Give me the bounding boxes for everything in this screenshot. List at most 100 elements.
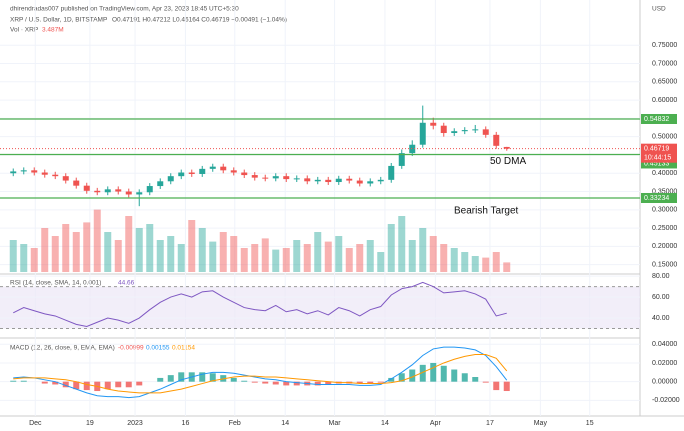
y-tick-label: 0.40000 <box>652 170 677 177</box>
candle-body <box>146 186 153 193</box>
macd-histogram-bar <box>367 381 374 384</box>
signal-value: 0.01154 <box>172 345 195 352</box>
x-tick-label: 14 <box>281 420 289 427</box>
candle-body <box>304 178 311 182</box>
x-tick-label: 16 <box>182 420 190 427</box>
candle-body <box>346 178 353 181</box>
volume-bar <box>377 252 385 272</box>
macd-histogram-bar <box>503 381 510 392</box>
volume-bar <box>219 232 227 272</box>
volume-title: Vol · XRP <box>10 27 38 34</box>
candle-body <box>482 129 489 135</box>
macd-histogram-bar <box>230 377 237 382</box>
y-tick-label: 0.75000 <box>652 42 677 49</box>
volume-bar <box>41 228 49 272</box>
macd-histogram-bar <box>125 381 132 388</box>
candle-body <box>125 191 132 195</box>
candle-body <box>167 176 174 182</box>
candle-body <box>503 146 510 149</box>
volume-bar <box>209 241 217 272</box>
y-tick-label: 0.30000 <box>652 207 677 214</box>
macd-histogram-bar <box>73 381 80 390</box>
candle-body <box>262 177 269 179</box>
y-tick-label: 40.00 <box>652 315 670 322</box>
macd-histogram-bar <box>20 380 27 382</box>
rsi-title: RSI (14, close, SMA, 14, 0.001) <box>10 280 101 287</box>
candle-body <box>314 179 321 182</box>
y-tick-label: 0.04000 <box>652 341 677 348</box>
candle-body <box>493 134 500 146</box>
volume-bar <box>398 216 406 272</box>
macd-histogram-bar <box>325 381 332 385</box>
macd-histogram-bar <box>104 381 111 390</box>
volume-bar <box>104 232 112 272</box>
candle-body <box>398 153 405 166</box>
volume-bar <box>492 252 500 272</box>
x-tick-label: 15 <box>586 420 594 427</box>
candle-body <box>461 130 468 132</box>
volume-bar <box>366 240 374 272</box>
macd-title: MACD (12, 26, close, 9, EMA, EMA) <box>10 345 115 352</box>
volume-bar <box>188 220 196 272</box>
volume-bar <box>429 236 437 272</box>
level-label: 0.54832 <box>644 116 669 123</box>
last-price-box <box>641 143 677 163</box>
macd-histogram-bar <box>283 381 290 386</box>
macd-histogram-bar <box>62 381 69 388</box>
candle-body <box>451 131 458 134</box>
x-tick-label: Feb <box>229 420 241 427</box>
volume-bar <box>408 240 416 272</box>
candle-body <box>472 129 479 131</box>
macd-histogram-bar <box>314 381 321 386</box>
candle-body <box>419 122 426 145</box>
candle-body <box>62 176 69 181</box>
candle-body <box>220 166 227 171</box>
macd-histogram-bar <box>451 369 458 382</box>
macd-histogram-bar <box>209 373 216 382</box>
volume-bar <box>167 236 175 272</box>
candle-body <box>409 144 416 154</box>
candle-body <box>157 181 164 187</box>
volume-bar <box>482 257 490 272</box>
y-tick-label: 0.70000 <box>652 60 677 67</box>
macd-histogram-bar <box>356 381 363 384</box>
candle-body <box>10 171 17 174</box>
candle-body <box>199 168 206 174</box>
macd-histogram-bar <box>241 380 248 382</box>
macd-histogram-bar <box>388 377 395 382</box>
volume-bar <box>83 222 91 272</box>
y-tick-label: 0.60000 <box>652 97 677 104</box>
y-tick-label: 60.00 <box>652 294 670 301</box>
volume-label: 3.487M <box>42 27 64 34</box>
x-tick-label: 17 <box>486 420 494 427</box>
last-price-label: 0.46719 <box>644 146 669 153</box>
candle-body <box>388 165 395 180</box>
volume-bar <box>503 262 511 272</box>
macd-histogram-bar <box>482 381 489 383</box>
volume-bar <box>272 249 280 272</box>
candle-body <box>31 170 38 173</box>
candle-body <box>356 180 363 184</box>
candle-body <box>367 181 374 184</box>
macd-histogram-bar <box>199 372 206 382</box>
macd-hist-value: -0.00999 <box>118 345 144 352</box>
candle-body <box>73 180 80 186</box>
volume-bar <box>282 248 290 272</box>
macd-histogram-bar <box>409 369 416 382</box>
macd-histogram-bar <box>419 364 426 382</box>
volume-bar <box>461 252 469 272</box>
volume-bar <box>419 228 427 272</box>
volume-bar <box>240 248 248 272</box>
macd-histogram-bar <box>398 373 405 382</box>
candle-body <box>52 174 59 177</box>
volume-bar <box>314 232 322 272</box>
volume-bar <box>114 240 122 272</box>
volume-bar <box>261 238 269 272</box>
level-label-box <box>641 158 677 169</box>
rsi-value: 44.66 <box>118 280 135 287</box>
macd-histogram-bar <box>472 377 479 382</box>
macd-histogram-bar <box>167 375 174 382</box>
y-tick-label: 0.02000 <box>652 360 677 367</box>
macd-histogram-bar <box>272 381 279 385</box>
